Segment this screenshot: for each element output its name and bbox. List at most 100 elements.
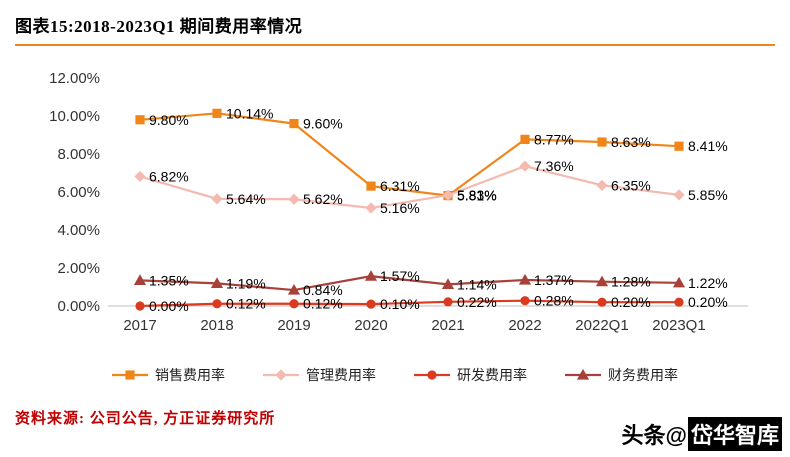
data-label: 1.28% [611, 274, 651, 290]
legend-swatch-triangle [565, 368, 601, 380]
data-label: 6.82% [149, 168, 189, 184]
square-marker [674, 141, 684, 151]
circle-marker [366, 299, 376, 309]
square-marker [125, 370, 135, 380]
title-underline [15, 44, 775, 46]
diamond-marker [442, 189, 454, 201]
square-marker [520, 134, 530, 144]
expense-ratio-line-chart: 0.00% 2.00% 4.00% 6.00% 8.00% 10.00% 12.00% 201… [49, 70, 748, 334]
data-label: 0.20% [688, 294, 728, 310]
series-diamond [134, 160, 685, 214]
square-marker [289, 119, 299, 129]
square-marker [366, 181, 376, 191]
diamond-marker [365, 202, 377, 214]
x-tick-label: 2022Q1 [575, 317, 628, 334]
legend-item: 财务费用率 [565, 365, 678, 385]
x-tick-label: 2022 [508, 317, 541, 334]
circle-marker [443, 297, 453, 307]
data-label: 10.14% [226, 105, 273, 121]
circle-marker [289, 299, 299, 309]
data-label: 5.85% [688, 187, 728, 203]
data-label: 6.31% [380, 178, 420, 194]
data-label: 8.63% [611, 134, 651, 150]
data-label: 0.10% [380, 296, 420, 312]
legend-label: 研发费用率 [457, 367, 527, 383]
square-marker [597, 137, 607, 147]
y-tick-label: 4.00% [57, 222, 100, 239]
x-tick-label: 2018 [200, 317, 233, 334]
x-tick-label: 2019 [277, 317, 310, 334]
series-line [139, 165, 680, 210]
data-label: 0.20% [611, 294, 651, 310]
chart-title: 图表15:2018-2023Q1 期间费用率情况 [15, 17, 303, 36]
circle-marker [212, 299, 222, 309]
legend-item: 管理费用率 [263, 365, 376, 385]
diamond-marker [288, 193, 300, 205]
diamond-marker [673, 189, 685, 201]
data-label: 6.35% [611, 177, 651, 193]
data-label: 1.37% [534, 272, 574, 288]
data-label: 9.60% [303, 116, 343, 132]
data-label: 0.28% [534, 293, 574, 309]
series-line [139, 299, 679, 308]
series-circle [135, 296, 684, 311]
y-tick-label: 10.00% [49, 108, 100, 125]
triangle-marker [672, 276, 686, 288]
data-label: 1.14% [457, 276, 497, 292]
triangle-marker [595, 275, 609, 287]
y-tick-label: 6.00% [57, 184, 100, 201]
diamond-marker [211, 193, 223, 205]
x-tick-label: 2023Q1 [652, 317, 705, 334]
watermark-name: 岱华智库 [687, 417, 782, 451]
data-label: 1.22% [688, 275, 728, 291]
triangle-marker [210, 277, 224, 288]
source-note: 资料来源: 公司公告, 方正证券研究所 [15, 411, 276, 427]
watermark: 头条@ 岱华智库 [622, 417, 782, 451]
data-label: 0.22% [457, 294, 497, 310]
legend-item: 研发费用率 [414, 365, 527, 385]
data-label: 1.57% [380, 268, 420, 284]
data-label: 0.00% [149, 298, 189, 314]
chart-legend: 销售费用率 管理费用率 研发费用率 财务费用率 [0, 365, 790, 385]
square-marker [135, 115, 145, 125]
legend-swatch-circle [414, 370, 450, 380]
x-tick-label: 2021 [431, 317, 464, 334]
legend-swatch-diamond [263, 369, 299, 381]
chart-area: 0.00% 2.00% 4.00% 6.00% 8.00% 10.00% 12.00% 201… [0, 58, 790, 355]
chart-header: 图表15:2018-2023Q1 期间费用率情况 [0, 0, 790, 46]
data-label: 5.64% [226, 191, 266, 207]
legend-swatch-square [112, 370, 148, 380]
data-label: 1.19% [226, 275, 266, 291]
data-label: 5.62% [303, 191, 343, 207]
data-label: 0.12% [303, 296, 343, 312]
data-label: 5.83% [457, 187, 497, 203]
data-label: 5.16% [380, 200, 420, 216]
legend-item: 销售费用率 [112, 365, 225, 385]
legend-label: 管理费用率 [306, 367, 376, 383]
circle-marker [427, 370, 437, 380]
y-tick-label: 2.00% [57, 260, 100, 277]
circle-marker [674, 297, 684, 307]
legend-label: 销售费用率 [155, 367, 225, 383]
circle-marker [135, 301, 145, 311]
series-line [139, 275, 680, 292]
data-label: 1.35% [149, 272, 189, 288]
diamond-marker [596, 179, 608, 191]
circle-marker [520, 296, 530, 306]
series-triangle [133, 270, 686, 295]
y-tick-label: 0.00% [57, 298, 100, 315]
series-line [139, 112, 680, 197]
triangle-marker [364, 270, 378, 281]
triangle-marker [441, 278, 455, 289]
x-tick-label: 2017 [123, 317, 156, 334]
data-label: 8.77% [534, 131, 574, 147]
data-label: 8.41% [688, 138, 728, 154]
diamond-marker [134, 170, 146, 183]
data-label: 0.12% [226, 296, 266, 312]
data-label: 7.36% [534, 158, 574, 174]
square-marker [212, 108, 222, 118]
series-square [135, 108, 684, 201]
legend-label: 财务费用率 [608, 367, 678, 383]
data-label: 9.80% [149, 112, 189, 128]
diamond-marker [519, 160, 531, 172]
